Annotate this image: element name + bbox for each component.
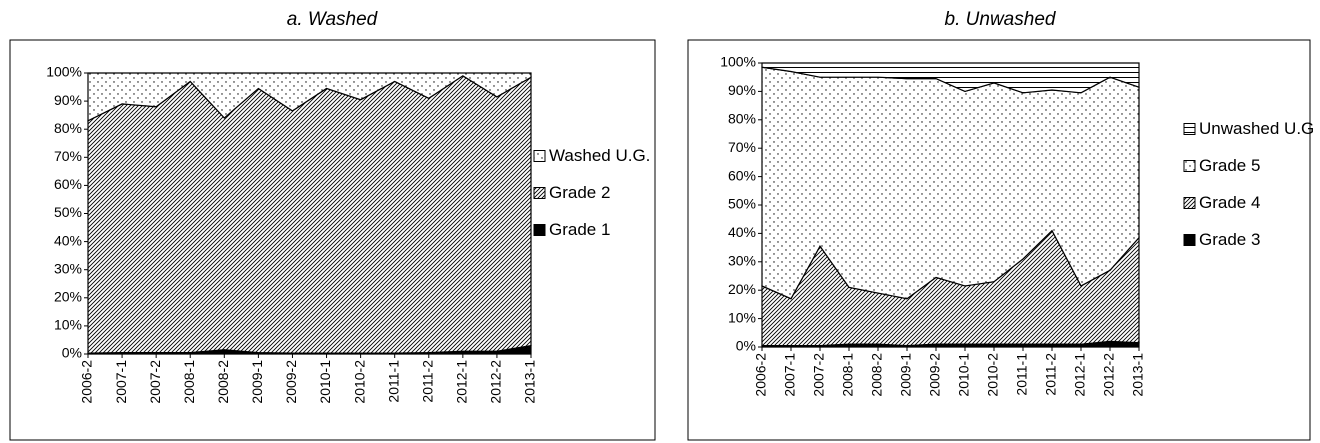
x-tick-label: 2010-1 (956, 353, 972, 397)
chart-frame (9, 39, 656, 441)
legend-swatch (1183, 197, 1196, 209)
x-tick-label: 2013-1 (522, 360, 538, 404)
legend-label: Grade 1 (549, 220, 610, 239)
y-tick-label: 10% (54, 317, 82, 333)
y-tick-label: 20% (54, 289, 82, 305)
y-tick-label: 90% (54, 92, 82, 108)
x-tick-label: 2010-1 (317, 360, 333, 404)
x-tick-label: 2011-2 (1043, 353, 1059, 396)
x-tick-label: 2009-1 (898, 353, 914, 397)
legend-label: Washed U.G. (549, 146, 650, 165)
y-tick-label: 30% (728, 253, 756, 269)
x-tick-label: 2011-2 (419, 360, 435, 403)
x-tick-label: 2006-2 (79, 360, 95, 404)
legend-swatch (1183, 160, 1196, 172)
x-tick-label: 2006-2 (753, 353, 769, 397)
y-tick-label: 50% (54, 204, 82, 220)
y-tick-label: 80% (54, 120, 82, 136)
x-tick-label: 2009-2 (927, 353, 943, 397)
legend-label: Grade 4 (1199, 193, 1260, 212)
x-tick-label: 2008-1 (181, 360, 197, 404)
plot-frame (761, 62, 1140, 348)
y-tick-label: 40% (728, 224, 756, 240)
x-tick-label: 2013-1 (1130, 353, 1146, 397)
y-tick-label: 0% (62, 345, 82, 361)
chart-frame (687, 39, 1311, 441)
y-tick-label: 0% (736, 338, 756, 354)
x-tick-label: 2007-2 (147, 360, 163, 404)
legend-swatch (1183, 234, 1196, 246)
x-tick-label: 2011-1 (385, 360, 401, 403)
y-tick-label: 40% (54, 232, 82, 248)
y-tick-label: 100% (720, 54, 756, 70)
y-tick-label: 30% (54, 260, 82, 276)
x-tick-label: 2012-2 (1101, 353, 1117, 397)
x-tick-label: 2010-2 (351, 360, 367, 404)
y-tick-label: 80% (728, 111, 756, 127)
x-tick-label: 2007-1 (782, 353, 798, 397)
legend-swatch (533, 150, 546, 162)
legend-label: Grade 2 (549, 183, 610, 202)
y-tick-label: 10% (728, 309, 756, 325)
x-tick-label: 2012-2 (488, 360, 504, 404)
y-tick-label: 20% (728, 281, 756, 297)
legend-swatch (533, 187, 546, 199)
legend-label: Grade 5 (1199, 156, 1260, 175)
x-tick-label: 2009-2 (283, 360, 299, 404)
x-tick-label: 2008-1 (840, 353, 856, 397)
y-tick-label: 50% (728, 196, 756, 212)
legend-label: Grade 3 (1199, 230, 1260, 249)
y-tick-label: 60% (728, 167, 756, 183)
x-tick-label: 2007-2 (811, 353, 827, 397)
chart-title: a. Washed (287, 9, 379, 30)
x-tick-label: 2007-1 (113, 360, 129, 404)
plot-frame (87, 72, 532, 355)
x-tick-label: 2012-1 (1072, 353, 1088, 397)
x-tick-label: 2008-2 (869, 353, 885, 397)
y-tick-label: 90% (728, 82, 756, 98)
x-tick-label: 2010-2 (985, 353, 1001, 397)
chart-title: b. Unwashed (945, 9, 1057, 30)
x-tick-label: 2011-1 (1014, 353, 1030, 396)
area (87, 75, 532, 354)
legend-swatch (1183, 123, 1196, 135)
x-tick-label: 2012-1 (454, 360, 470, 404)
y-tick-label: 60% (54, 176, 82, 192)
y-tick-label: 70% (54, 148, 82, 164)
x-tick-label: 2009-1 (249, 360, 265, 404)
legend-swatch (533, 224, 546, 236)
y-tick-label: 100% (46, 64, 82, 80)
x-tick-label: 2008-2 (215, 360, 231, 404)
legend-label: Unwashed U.G (1199, 119, 1314, 138)
y-tick-label: 70% (728, 139, 756, 155)
